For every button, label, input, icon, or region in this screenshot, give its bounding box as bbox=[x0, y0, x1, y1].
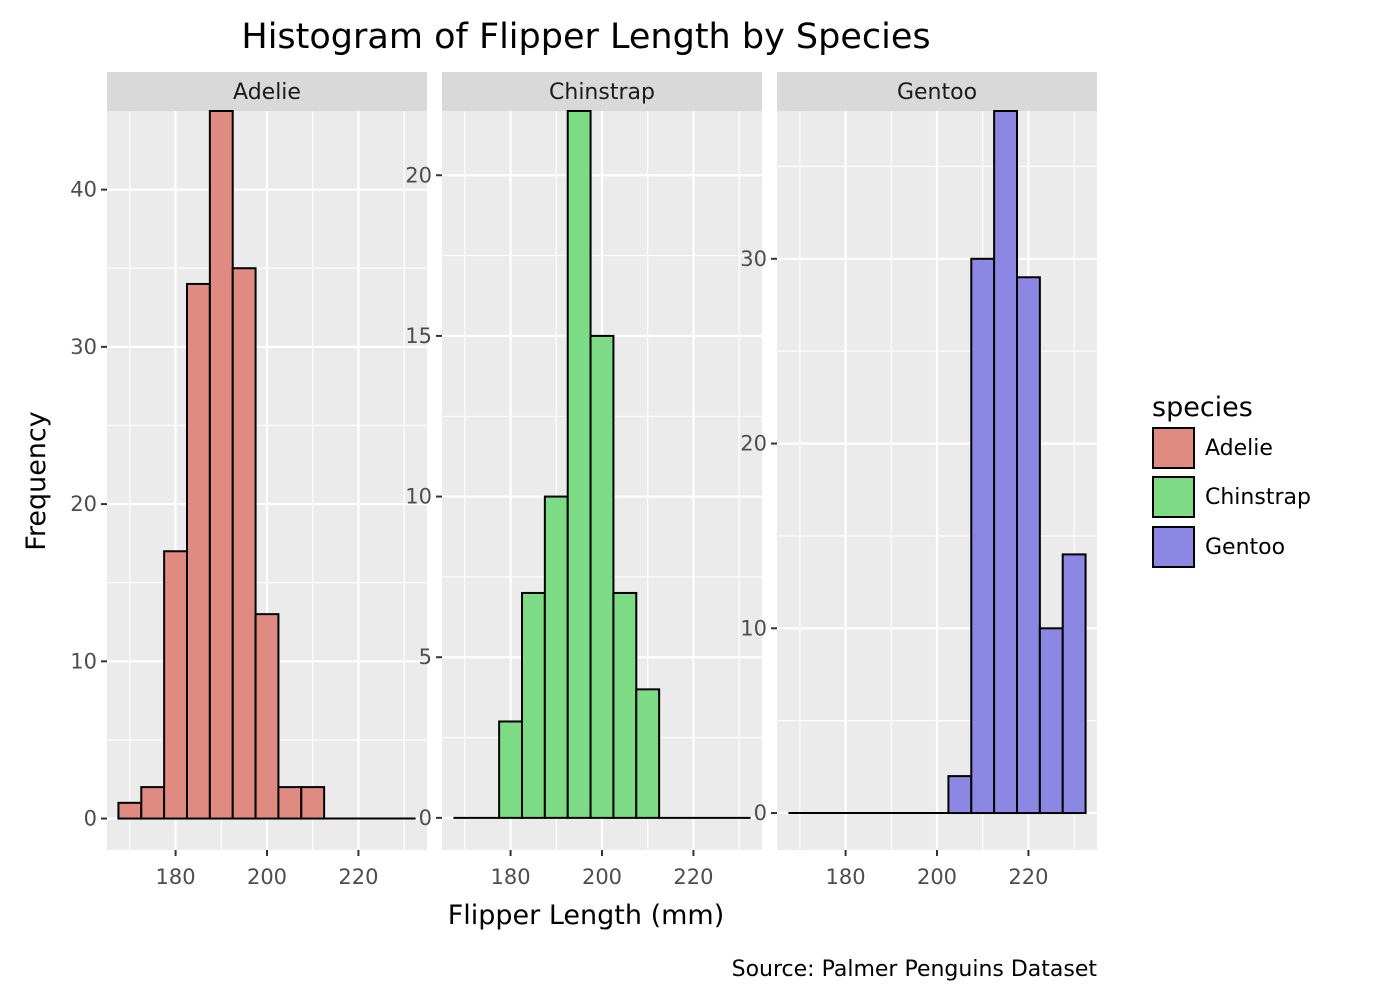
x-tick-label: 200 bbox=[582, 865, 622, 889]
x-axis-title: Flipper Length (mm) bbox=[448, 900, 725, 931]
y-tick-label: 30 bbox=[740, 247, 767, 271]
bar-gentoo bbox=[970, 257, 996, 815]
y-tick-label: 0 bbox=[419, 806, 432, 830]
legend-key-chinstrap bbox=[1152, 476, 1195, 518]
x-tick-label: 180 bbox=[491, 865, 531, 889]
y-tick-label: 40 bbox=[70, 178, 97, 202]
bar-gentoo bbox=[1016, 276, 1041, 815]
chart-title: Histogram of Flipper Length by Species bbox=[241, 17, 930, 57]
y-tick-label: 0 bbox=[84, 807, 97, 831]
bars-chinstrap bbox=[453, 110, 751, 819]
legend: species Adelie Chinstrap Gentoo bbox=[1152, 392, 1311, 568]
bar-gentoo bbox=[1038, 627, 1064, 815]
bar-chinstrap bbox=[612, 591, 638, 819]
bar-gentoo bbox=[993, 110, 1019, 815]
x-tick-label: 180 bbox=[826, 865, 866, 889]
bar-adelie bbox=[163, 550, 188, 820]
legend-item-adelie: Adelie bbox=[1152, 427, 1273, 469]
x-axis-gentoo: 180 200 220 bbox=[826, 850, 1048, 889]
facet-strip-gentoo bbox=[777, 72, 1097, 111]
y-tick-label: 10 bbox=[70, 649, 97, 673]
bar-chinstrap bbox=[566, 110, 592, 819]
legend-label-gentoo: Gentoo bbox=[1205, 535, 1285, 560]
y-axis-gentoo: 0 10 20 30 bbox=[740, 247, 777, 825]
bar-adelie bbox=[186, 282, 211, 820]
facet-chinstrap: Chinstrap 0 5 10 15 20 180 200 220 bbox=[405, 72, 762, 889]
bar-chinstrap bbox=[543, 495, 569, 819]
bars-adelie bbox=[117, 110, 416, 820]
y-tick-label: 0 bbox=[754, 801, 767, 825]
bar-adelie bbox=[277, 786, 303, 820]
y-tick-label: 15 bbox=[405, 324, 432, 348]
legend-key-adelie bbox=[1152, 427, 1195, 469]
x-axis-chinstrap: 180 200 220 bbox=[491, 850, 713, 889]
x-tick-label: 220 bbox=[338, 865, 378, 889]
x-tick-label: 200 bbox=[247, 865, 287, 889]
caption: Source: Palmer Penguins Dataset bbox=[732, 957, 1098, 982]
facet-strip-label-adelie: Adelie bbox=[233, 80, 301, 105]
bar-adelie bbox=[208, 110, 234, 820]
facet-strip-adelie bbox=[107, 72, 427, 111]
legend-label-chinstrap: Chinstrap bbox=[1205, 485, 1311, 510]
y-tick-label: 30 bbox=[70, 335, 97, 359]
bar-adelie bbox=[254, 613, 280, 820]
bar-adelie bbox=[300, 786, 326, 820]
y-tick-label: 20 bbox=[740, 432, 767, 456]
x-tick-label: 220 bbox=[1008, 865, 1048, 889]
y-axis-adelie: 0 10 20 30 40 bbox=[70, 178, 107, 831]
legend-item-chinstrap: Chinstrap bbox=[1152, 476, 1311, 518]
y-tick-label: 5 bbox=[419, 645, 432, 669]
y-axis-title: Frequency bbox=[21, 411, 52, 551]
legend-label-adelie: Adelie bbox=[1205, 436, 1273, 461]
y-tick-label: 20 bbox=[70, 492, 97, 516]
bar-gentoo bbox=[947, 775, 973, 815]
bar-gentoo bbox=[1061, 553, 1087, 815]
x-tick-label: 180 bbox=[156, 865, 196, 889]
bar-adelie bbox=[140, 786, 166, 820]
y-tick-label: 10 bbox=[740, 616, 767, 640]
y-axis-chinstrap: 0 5 10 15 20 bbox=[405, 163, 442, 830]
x-tick-label: 200 bbox=[917, 865, 957, 889]
facet-gentoo: Gentoo 0 10 20 30 180 200 220 bbox=[740, 72, 1097, 889]
bar-chinstrap bbox=[589, 334, 615, 819]
x-tick-label: 220 bbox=[673, 865, 713, 889]
y-tick-label: 10 bbox=[405, 485, 432, 509]
bar-chinstrap bbox=[521, 591, 546, 819]
y-tick-label: 20 bbox=[405, 163, 432, 187]
facet-strip-chinstrap bbox=[442, 72, 762, 111]
facet-strip-label-chinstrap: Chinstrap bbox=[549, 80, 655, 105]
bar-chinstrap bbox=[635, 688, 661, 819]
bar-adelie bbox=[117, 801, 143, 820]
legend-key-gentoo bbox=[1152, 526, 1195, 568]
facet-adelie: Adelie 0 10 20 30 40 180 200 220 bbox=[70, 72, 427, 889]
legend-item-gentoo: Gentoo bbox=[1152, 526, 1285, 568]
legend-title: species bbox=[1152, 392, 1253, 423]
bar-chinstrap bbox=[498, 720, 523, 819]
bars-gentoo bbox=[788, 110, 1087, 815]
facet-strip-label-gentoo: Gentoo bbox=[897, 80, 977, 105]
x-axis-adelie: 180 200 220 bbox=[156, 850, 378, 889]
bar-adelie bbox=[231, 267, 257, 820]
